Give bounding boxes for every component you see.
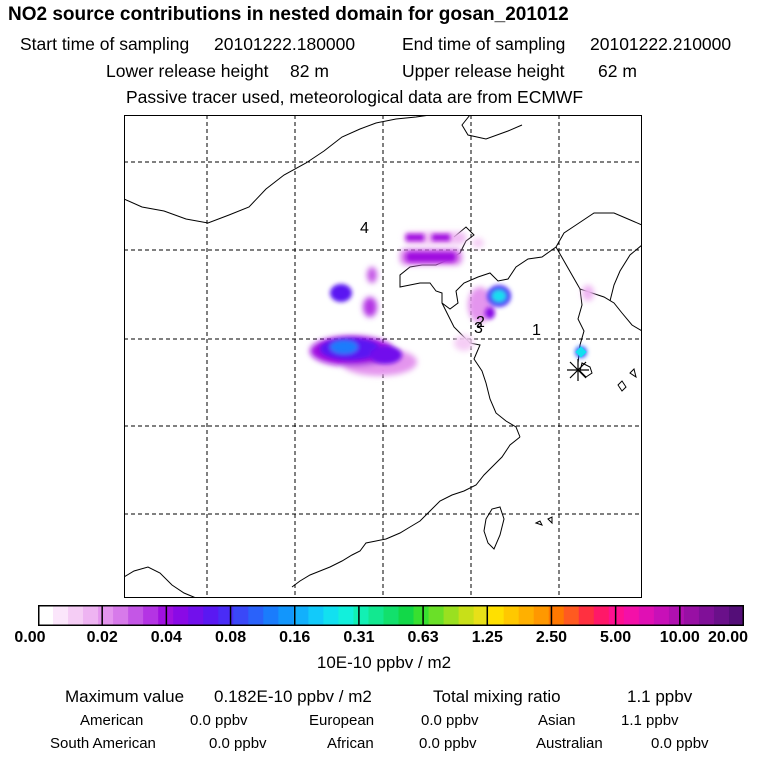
map-label-1: 1 (532, 322, 541, 339)
colorbar-swatch (638, 605, 655, 626)
colorbar-swatch (713, 605, 730, 626)
plot-title: NO2 source contributions in nested domai… (8, 4, 569, 25)
colorbar-swatch (443, 605, 460, 626)
max-value: 0.182E-10 ppbv / m2 (214, 687, 372, 706)
lower-height-label: Lower release height (106, 61, 269, 81)
colorbar-tick-label: 5.00 (600, 629, 632, 646)
colorbar-unit: 10E-10 ppbv / m2 (316, 653, 452, 672)
map-label-3: 3 (474, 320, 483, 337)
colorbar (38, 605, 744, 626)
region-asian-value: 1.1 ppbv (621, 712, 679, 729)
end-time-label: End time of sampling (402, 34, 566, 54)
colorbar-tick-label: 0.00 (14, 629, 46, 646)
colorbar-swatch (203, 605, 219, 626)
colorbar-swatch (398, 605, 415, 626)
colorbar-swatch (323, 605, 340, 626)
colorbar-swatch (653, 605, 670, 626)
colorbar-swatch (218, 605, 234, 626)
total-mixing-value: 1.1 ppbv (627, 687, 693, 706)
colorbar-swatch (668, 605, 685, 626)
concentration-plumes (310, 232, 594, 376)
receptor-star-icon (567, 359, 589, 381)
colorbar-swatch (338, 605, 355, 626)
colorbar-swatch (383, 605, 400, 626)
region-australian-name: Australian (536, 735, 603, 752)
colorbar-tick-label: 0.31 (343, 629, 375, 646)
colorbar-swatch (563, 605, 580, 626)
colorbar-swatch (368, 605, 385, 626)
colorbar-swatch (413, 605, 430, 626)
colorbar-tick-label: 0.63 (407, 629, 439, 646)
colorbar-swatch (308, 605, 324, 626)
map-frame (124, 115, 642, 598)
colorbar-swatch (473, 605, 490, 626)
upper-height-label: Upper release height (402, 61, 565, 81)
region-european-value: 0.0 ppbv (421, 712, 479, 729)
region-european-name: European (309, 712, 375, 729)
map-panel: 4 3 2 1 (124, 115, 642, 598)
colorbar-swatch (233, 605, 249, 626)
colorbar-swatch (548, 605, 565, 626)
start-time-label: Start time of sampling (20, 34, 190, 54)
colorbar-swatch (293, 605, 309, 626)
colorbar-tick-label: 1.25 (471, 629, 503, 646)
colorbar-swatch (173, 605, 189, 626)
coastlines (124, 115, 642, 598)
colorbar-swatch (428, 605, 445, 626)
colorbar-swatch (623, 605, 640, 626)
lower-height-value: 82 m (290, 61, 329, 81)
colorbar-swatch (458, 605, 475, 626)
tracer-note: Passive tracer used, meteorological data… (126, 87, 584, 107)
start-time-value: 20101222.180000 (214, 34, 356, 54)
colorbar-swatch (608, 605, 625, 626)
colorbar-swatch (533, 605, 550, 626)
colorbar-tick-label: 10.00 (659, 629, 700, 646)
max-value-label: Maximum value (65, 687, 185, 706)
region-american-name: American (80, 712, 144, 729)
upper-height-value: 62 m (598, 61, 637, 81)
end-time-value: 20101222.210000 (590, 34, 732, 54)
colorbar-tick-label: 0.16 (279, 629, 311, 646)
map-label-4: 4 (360, 220, 369, 237)
region-asian-name: Asian (538, 712, 576, 729)
colorbar-swatch (143, 605, 159, 626)
region-australian-value: 0.0 ppbv (651, 735, 709, 752)
colorbar-swatch (278, 605, 294, 626)
region-african-value: 0.0 ppbv (419, 735, 477, 752)
colorbar-tick-label: 2.50 (535, 629, 568, 646)
region-african-name: African (327, 735, 374, 752)
region-south-american-value: 0.0 ppbv (209, 735, 267, 752)
colorbar-swatch (38, 605, 54, 626)
colorbar-swatch (53, 605, 69, 626)
region-south-american-name: South American (50, 735, 156, 752)
colorbar-frame (38, 605, 744, 626)
colorbar-swatch (728, 605, 744, 626)
colorbar-swatch (83, 605, 99, 626)
region-american-value: 0.0 ppbv (190, 712, 248, 729)
colorbar-swatch (518, 605, 535, 626)
colorbar-swatch (698, 605, 715, 626)
colorbar-swatch (578, 605, 595, 626)
colorbar-swatch (593, 605, 610, 626)
colorbar-swatch (683, 605, 700, 626)
colorbar-swatch (263, 605, 279, 626)
colorbar-swatch (188, 605, 204, 626)
colorbar-swatch (353, 605, 370, 626)
colorbar-swatch (128, 605, 144, 626)
colorbar-swatch (68, 605, 84, 626)
colorbar-swatch (488, 605, 505, 626)
colorbar-swatch (503, 605, 520, 626)
colorbar-tick-label: 0.04 (150, 629, 182, 646)
colorbar-swatch (98, 605, 114, 626)
map-label-2: 2 (476, 314, 485, 331)
colorbar-swatch (113, 605, 129, 626)
total-mixing-label: Total mixing ratio (433, 687, 561, 706)
colorbar-tick-label: 0.08 (214, 629, 247, 646)
colorbar-tick-label: 0.02 (86, 629, 118, 646)
colorbar-tick-label: 20.00 (707, 629, 749, 646)
colorbar-swatch (248, 605, 264, 626)
